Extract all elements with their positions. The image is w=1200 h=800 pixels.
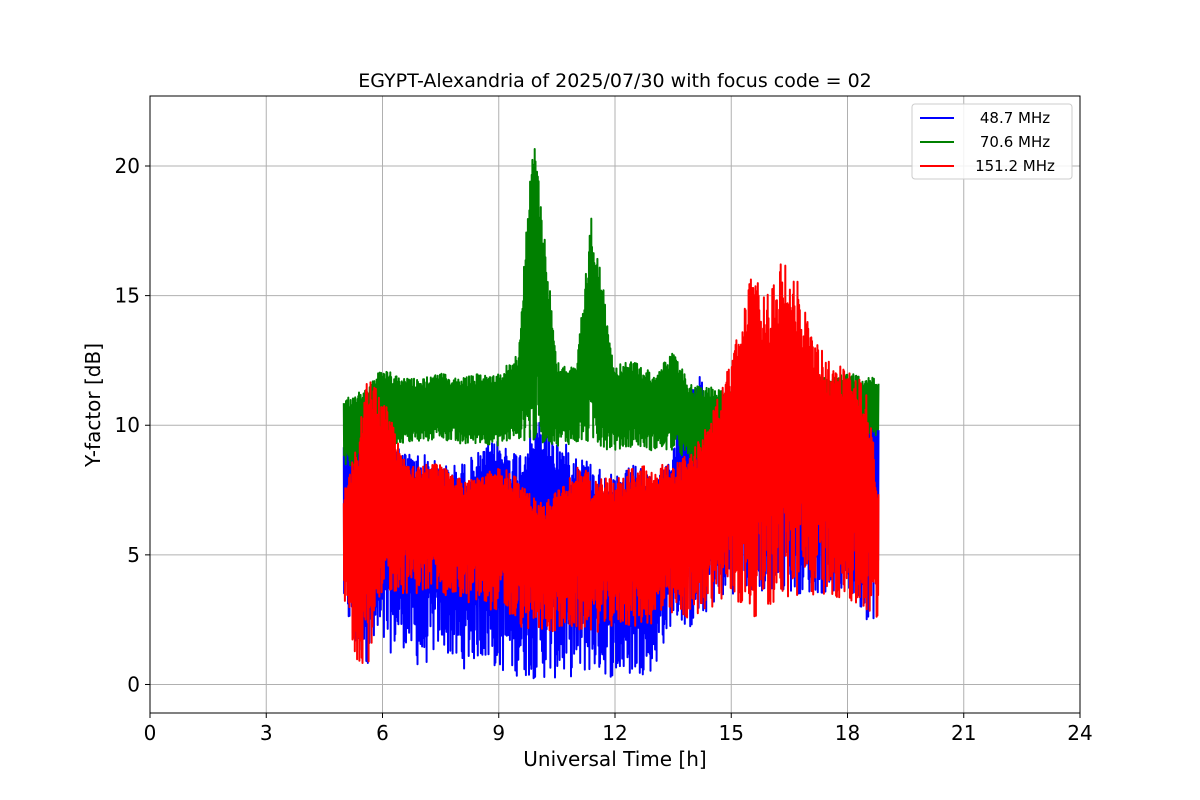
y-tick-label: 5 — [127, 543, 140, 567]
x-tick-label: 15 — [719, 721, 744, 745]
x-tick-label: 0 — [144, 721, 157, 745]
y-tick-label: 0 — [127, 672, 140, 696]
legend-label: 151.2 MHz — [975, 157, 1055, 175]
legend: 48.7 MHz 70.6 MHz 151.2 MHz — [911, 103, 1073, 180]
y-axis-label: Y-factor [dB] — [81, 343, 105, 468]
chart-title: EGYPT-Alexandria of 2025/07/30 with focu… — [358, 70, 872, 92]
x-tick-label: 6 — [376, 721, 389, 745]
x-tick-label: 9 — [492, 721, 505, 745]
y-tick-label: 10 — [115, 413, 140, 437]
x-tick-label: 18 — [835, 721, 860, 745]
y-tick-label: 20 — [115, 154, 140, 178]
legend-label: 48.7 MHz — [980, 109, 1050, 127]
plot-data — [342, 148, 880, 680]
x-tick-label: 12 — [602, 721, 627, 745]
x-tick-label: 3 — [260, 721, 273, 745]
series-line-151-2-mhz — [342, 263, 880, 664]
legend-label: 70.6 MHz — [980, 133, 1050, 151]
legend-box — [911, 103, 1073, 180]
axis-ticks: 0 3 6 9 12 15 18 21 24 0 5 10 15 20 — [115, 154, 1093, 745]
x-axis-label: Universal Time [h] — [523, 747, 706, 771]
legend-items: 48.7 MHz 70.6 MHz 151.2 MHz — [920, 109, 1055, 175]
y-tick-label: 15 — [115, 284, 140, 308]
x-tick-label: 21 — [951, 721, 976, 745]
x-tick-label: 24 — [1067, 721, 1092, 745]
